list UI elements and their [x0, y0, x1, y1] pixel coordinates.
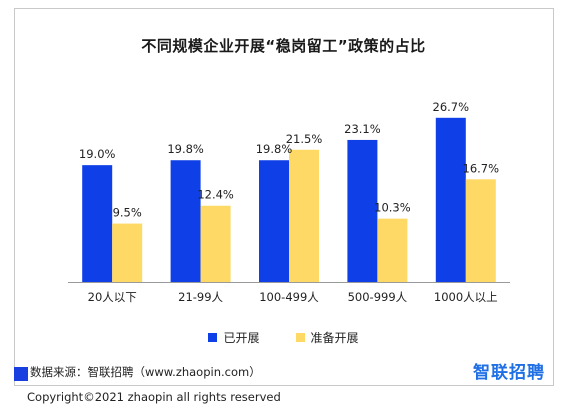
- data-label-series1-1: 12.4%: [197, 188, 234, 202]
- legend: 已开展 准备开展: [0, 329, 567, 346]
- bars-group: [82, 117, 496, 282]
- data-label-series0-1: 19.8%: [167, 142, 204, 156]
- copyright: Copyright©2021 zhaopin all rights reserv…: [27, 390, 281, 404]
- chart-title: 不同规模企业开展“稳岗留工”政策的占比: [141, 37, 426, 55]
- data-label-series1-4: 16.7%: [463, 161, 500, 175]
- x-tick-label-4: 1000人以上: [434, 290, 498, 304]
- brand-logo: 智联招聘: [473, 363, 545, 383]
- legend-swatch-series0: [208, 333, 218, 342]
- x-tick-label-2: 100-499人: [259, 290, 319, 304]
- data-label-series1-3: 10.3%: [374, 201, 411, 215]
- legend-label-series1: 准备开展: [310, 331, 359, 345]
- source-marker: [14, 367, 28, 381]
- data-label-series1-2: 21.5%: [286, 132, 323, 146]
- x-tick-label-3: 500-999人: [348, 290, 408, 304]
- data-label-series0-0: 19.0%: [79, 147, 116, 161]
- data-label-series0-2: 19.8%: [256, 142, 293, 156]
- bar-series1-2: [289, 149, 319, 282]
- legend-swatch-series1: [295, 333, 305, 342]
- x-tick-label-0: 20人以下: [88, 290, 137, 304]
- bar-series1-4: [465, 179, 496, 282]
- data-source: 数据来源：智联招聘（www.zhaopin.com）: [30, 365, 261, 379]
- bar-series1-1: [200, 205, 231, 282]
- data-label-series0-4: 26.7%: [433, 100, 470, 114]
- bar-series1-3: [377, 218, 408, 282]
- bar-series0-4: [435, 117, 466, 282]
- data-labels-group: 19.0%9.5%19.8%12.4%19.8%21.5%23.1%10.3%2…: [79, 100, 499, 220]
- bar-series1-0: [112, 223, 143, 282]
- bar-series0-1: [170, 160, 201, 282]
- bar-series0-3: [347, 139, 378, 282]
- bar-series0-0: [82, 165, 113, 282]
- data-label-series1-0: 9.5%: [113, 206, 142, 220]
- legend-label-series0: 已开展: [223, 331, 260, 345]
- data-label-series0-3: 23.1%: [344, 122, 381, 136]
- bar-series0-2: [259, 160, 289, 282]
- x-tick-labels-group: 20人以下 21-99人 100-499人 500-999人 1000人以上: [88, 290, 498, 304]
- legend-item-series1: 准备开展: [295, 329, 359, 346]
- x-tick-label-1: 21-99人: [178, 290, 223, 304]
- legend-item-series0: 已开展: [208, 329, 260, 346]
